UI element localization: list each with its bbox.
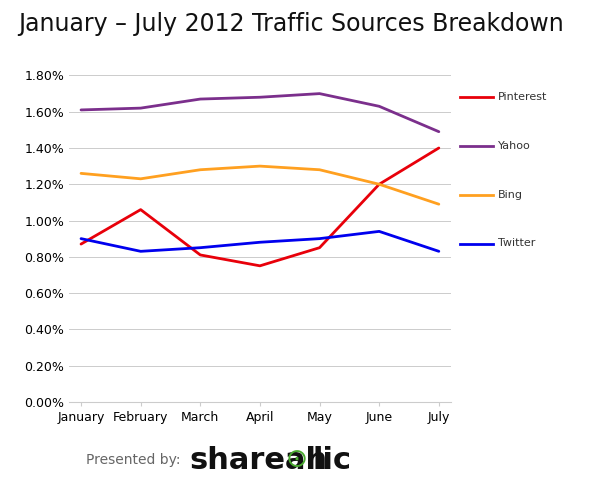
Text: Pinterest: Pinterest (498, 93, 547, 102)
Pinterest (435, 145, 442, 151)
Bing (316, 167, 323, 173)
Pinterest (376, 181, 383, 187)
Twitter (435, 248, 442, 254)
Bing (137, 176, 144, 182)
Line: Pinterest: Pinterest (81, 148, 439, 266)
Yahoo (197, 96, 204, 102)
Text: Yahoo: Yahoo (498, 141, 530, 151)
Text: ⊙: ⊙ (285, 447, 307, 473)
Pinterest (78, 241, 85, 247)
Bing (78, 170, 85, 176)
Yahoo (78, 107, 85, 113)
Yahoo (256, 94, 263, 100)
Text: lic: lic (313, 446, 352, 475)
Twitter (376, 228, 383, 234)
Bing (435, 201, 442, 207)
Pinterest (256, 263, 263, 269)
Bing (376, 181, 383, 187)
Twitter (137, 248, 144, 254)
Bing (256, 163, 263, 169)
Text: shareah: shareah (189, 446, 328, 475)
Line: Twitter: Twitter (81, 231, 439, 251)
Yahoo (435, 129, 442, 134)
Line: Bing: Bing (81, 166, 439, 204)
Yahoo (137, 105, 144, 111)
Pinterest (137, 206, 144, 212)
Text: Bing: Bing (498, 190, 523, 200)
Twitter (256, 239, 263, 245)
Line: Yahoo: Yahoo (81, 94, 439, 131)
Pinterest (197, 252, 204, 258)
Bing (197, 167, 204, 173)
Text: Twitter: Twitter (498, 239, 535, 248)
Text: January – July 2012 Traffic Sources Breakdown: January – July 2012 Traffic Sources Brea… (18, 12, 564, 36)
Text: Presented by:: Presented by: (86, 453, 180, 467)
Twitter (197, 245, 204, 251)
Yahoo (376, 103, 383, 109)
Twitter (316, 236, 323, 242)
Pinterest (316, 245, 323, 251)
Twitter (78, 236, 85, 242)
Yahoo (316, 91, 323, 96)
